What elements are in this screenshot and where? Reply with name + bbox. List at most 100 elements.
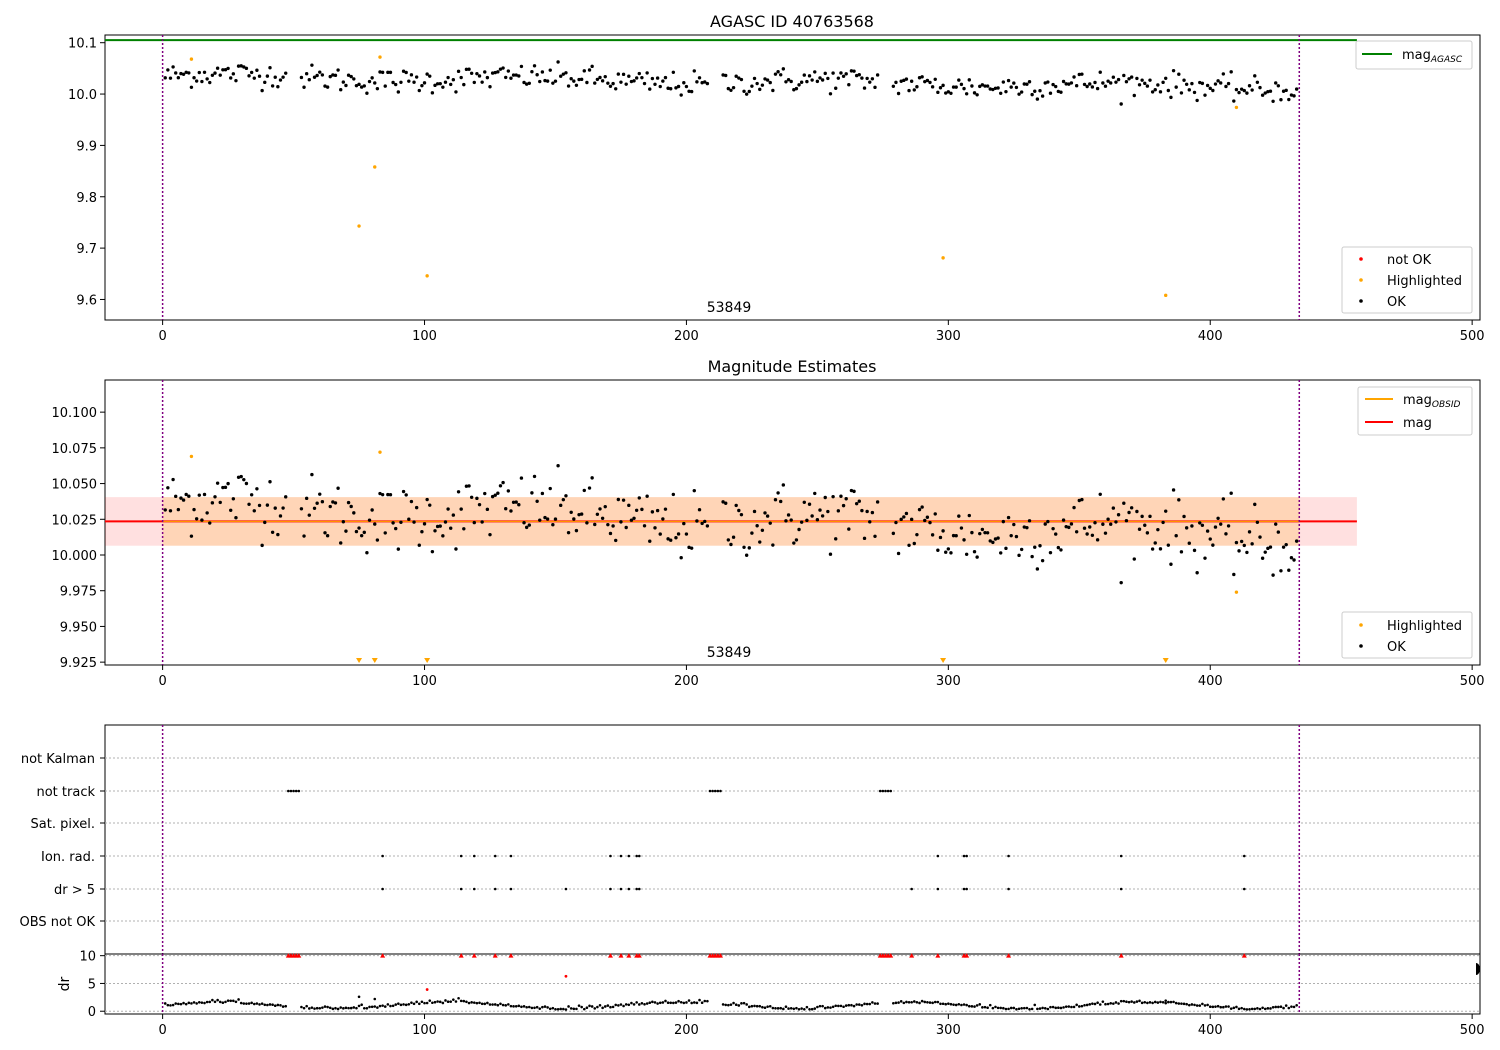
dr-point (197, 1001, 201, 1004)
ok-point (781, 67, 786, 71)
ok-point (598, 75, 602, 80)
dr-point (431, 1001, 434, 1005)
ok-point (692, 69, 696, 73)
ok-point (524, 525, 529, 530)
dr-point (1287, 1006, 1291, 1010)
ok-point (438, 81, 442, 86)
ok-point (265, 503, 270, 507)
ok-point (1119, 580, 1123, 585)
dr-point (1227, 1005, 1230, 1008)
ok-point (1237, 549, 1241, 553)
ok-point (1009, 85, 1013, 89)
dr-point (1245, 1008, 1249, 1011)
dr-point (1253, 1007, 1257, 1011)
flag-row-label: Sat. pixel. (31, 817, 95, 832)
legend-dot-swatch (1359, 257, 1363, 261)
ok-point (1205, 529, 1210, 533)
ok-point (304, 496, 309, 501)
dr-point (428, 999, 432, 1002)
ok-point (388, 492, 393, 497)
ok-point (166, 486, 170, 490)
dr-point (402, 1003, 405, 1006)
ok-point (1198, 521, 1202, 525)
ok-point (912, 541, 916, 546)
ok-point (276, 85, 280, 89)
dr-point (923, 1000, 927, 1004)
ok-point (1279, 569, 1283, 573)
panel-agasc: AGASC ID 40763568 53849 0 100 200 300 400 500… (68, 12, 1485, 344)
dr-point (163, 1002, 167, 1005)
y-tick-label: 10.025 (52, 513, 98, 528)
ok-point (1195, 98, 1199, 103)
dr-point (1250, 1007, 1254, 1011)
ok-point (980, 527, 985, 532)
ok-point (378, 491, 382, 496)
dr-capped-marker (636, 953, 642, 958)
ok-point (428, 74, 432, 78)
dr-point (1064, 1005, 1068, 1008)
ok-point (357, 82, 361, 87)
ok-point (1182, 78, 1186, 82)
ok-point (600, 516, 605, 520)
ok-point (724, 73, 728, 78)
dr-point (1020, 1007, 1023, 1010)
dr-point (467, 1001, 471, 1005)
dr-point (488, 1003, 492, 1006)
ok-point (572, 79, 576, 83)
ok-point (1179, 91, 1184, 95)
ok-point (257, 74, 262, 78)
dr-point (218, 1000, 222, 1004)
ok-point (661, 79, 665, 83)
ok-point (1153, 541, 1157, 545)
ok-point (805, 79, 809, 84)
ok-point (1106, 79, 1110, 83)
ok-point (244, 481, 249, 486)
ok-point (1132, 93, 1136, 98)
ok-point (957, 514, 961, 518)
ok-point (462, 82, 466, 87)
ok-point (970, 84, 974, 88)
ok-point (781, 483, 786, 487)
ok-point (394, 82, 398, 87)
ok-point (679, 93, 683, 97)
flag-point (884, 789, 887, 793)
ok-point (734, 74, 738, 78)
ok-point (1177, 72, 1181, 76)
ok-point (645, 71, 649, 75)
ok-point (653, 82, 657, 86)
x-tick-label: 300 (936, 674, 961, 689)
dr-point (915, 1000, 919, 1004)
off-scale-marker (940, 658, 947, 663)
ok-point (446, 507, 450, 511)
ok-point (422, 81, 427, 85)
dr-point (1151, 1001, 1154, 1005)
dr-point (284, 1004, 288, 1008)
ok-point (1229, 70, 1233, 74)
ok-point (441, 534, 445, 538)
dr-point (1203, 1004, 1207, 1007)
dr-point (572, 1007, 576, 1011)
ok-point (215, 481, 220, 485)
ok-point (163, 508, 167, 512)
ok-point (684, 532, 689, 536)
ok-point (425, 72, 429, 76)
dr-point (509, 1004, 513, 1008)
ok-point (1203, 93, 1207, 97)
dr-point (302, 1006, 306, 1010)
ok-point (993, 86, 998, 91)
ok-point (205, 77, 209, 81)
dr-point (465, 1000, 468, 1004)
dr-point (931, 1001, 934, 1005)
ok-point (454, 547, 458, 551)
dr-point (740, 1002, 743, 1005)
ok-point (862, 536, 867, 541)
dr-point (548, 1007, 552, 1011)
ok-point (346, 500, 351, 505)
ok-point (312, 75, 317, 79)
ok-point (284, 495, 288, 499)
dr-point (939, 1002, 942, 1006)
dr-point (1138, 999, 1141, 1003)
ok-point (333, 73, 338, 78)
ok-point (223, 68, 228, 72)
dr-point (962, 1003, 966, 1006)
